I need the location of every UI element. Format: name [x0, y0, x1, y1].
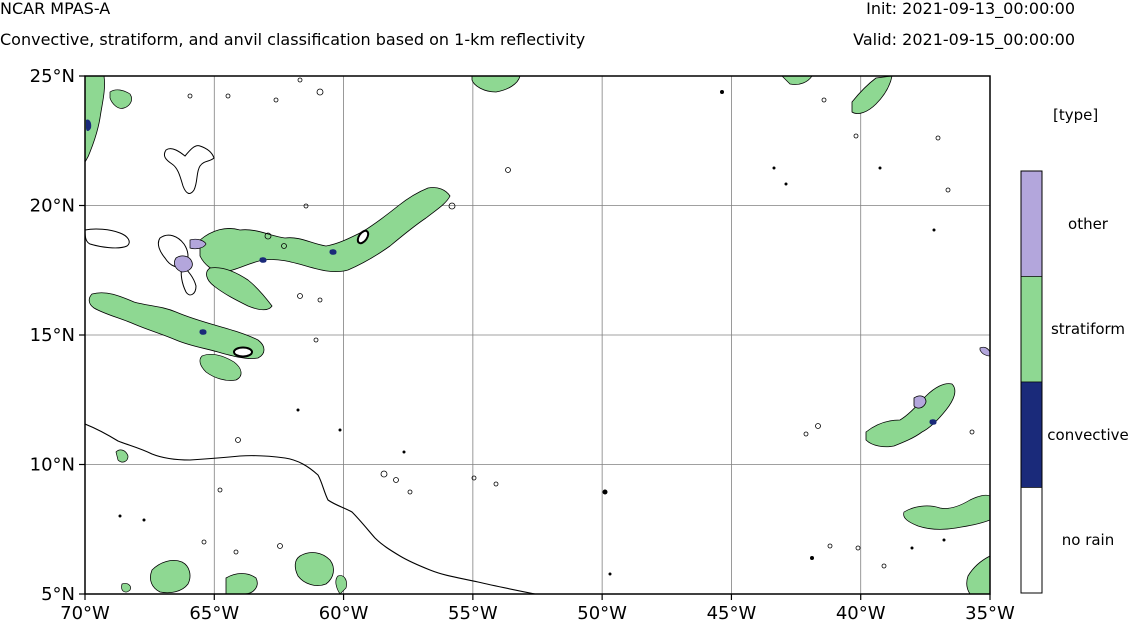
precip-stratiform: [199, 187, 451, 273]
precip-other: [979, 346, 990, 357]
island-outline: [163, 145, 215, 194]
precip-stratiform: [294, 552, 334, 586]
lat-tick-label: 5°N: [41, 584, 75, 605]
valid-time: Valid: 2021-09-15_00:00:00: [853, 30, 1075, 49]
lat-tick-label: 15°N: [30, 325, 75, 346]
precip-stratiform: [150, 560, 191, 594]
precip-other: [913, 395, 927, 409]
map-contents: [85, 76, 990, 594]
init-time: Init: 2021-09-13_00:00:00: [866, 0, 1075, 18]
precip-other: [189, 238, 207, 250]
scattered-cells: [187, 77, 975, 569]
scattered-cells-filled: [118, 90, 946, 576]
legend-label-stratiform: stratiform: [1050, 320, 1126, 339]
precip-stratiform: [471, 76, 521, 93]
south-america-coastline: [85, 423, 536, 594]
legend-swatch-other: [1020, 170, 1043, 277]
axis-labels: 70°W 65°W 60°W 55°W 50°W 45°W 40°W 35°W 25°N 20°N…: [30, 66, 1015, 624]
precip-stratiform: [88, 292, 265, 359]
legend-title: [type]: [1053, 106, 1099, 124]
precip-stratiform: [115, 449, 129, 463]
precip-convective: [329, 249, 337, 255]
lon-tick-label: 65°W: [189, 603, 239, 624]
precip-stratiform: [206, 267, 273, 311]
legend-frame: [1020, 170, 1043, 594]
lat-tick-label: 10°N: [30, 455, 75, 476]
contour-ring: [233, 346, 253, 358]
plot-subtitle: Convective, stratiform, and anvil classi…: [0, 30, 586, 49]
lat-tick-label: 25°N: [30, 66, 75, 87]
island-outline: [180, 265, 197, 296]
legend-label-other: other: [1068, 214, 1108, 233]
precip-stratiform: [85, 76, 105, 163]
lat-tick-label: 20°N: [30, 196, 75, 217]
precip-convective: [259, 257, 267, 263]
island-outline: [85, 228, 130, 249]
lon-tick-label: 60°W: [319, 603, 369, 624]
legend-swatch-stratiform: [1020, 276, 1043, 383]
precip-stratiform: [109, 89, 132, 109]
plot-title: NCAR MPAS-A: [0, 0, 111, 18]
precip-other: [174, 255, 193, 273]
legend-label-no-rain: no rain: [1061, 531, 1115, 550]
legend-swatch-no-rain: [1020, 487, 1043, 594]
precip-stratiform: [903, 494, 990, 530]
precip-stratiform: [121, 583, 131, 593]
lon-tick-label: 35°W: [965, 603, 1015, 624]
legend-label-convective: convective: [1047, 425, 1128, 444]
precip-convective: [199, 329, 207, 335]
precip-convective: [929, 419, 937, 425]
precip-stratiform: [199, 354, 242, 381]
legend-swatch-convective: [1020, 381, 1043, 488]
axis-ticks: [79, 75, 991, 600]
lon-tick-label: 55°W: [448, 603, 498, 624]
contour-ring: [356, 229, 370, 245]
lon-tick-label: 40°W: [836, 603, 886, 624]
precip-stratiform: [865, 383, 956, 448]
precip-convective: [86, 119, 92, 131]
precip-stratiform: [966, 555, 990, 594]
lon-tick-label: 70°W: [60, 603, 110, 624]
lon-tick-label: 45°W: [707, 603, 757, 624]
lon-tick-label: 50°W: [577, 603, 627, 624]
precip-stratiform: [851, 76, 893, 114]
precip-stratiform: [335, 575, 347, 594]
